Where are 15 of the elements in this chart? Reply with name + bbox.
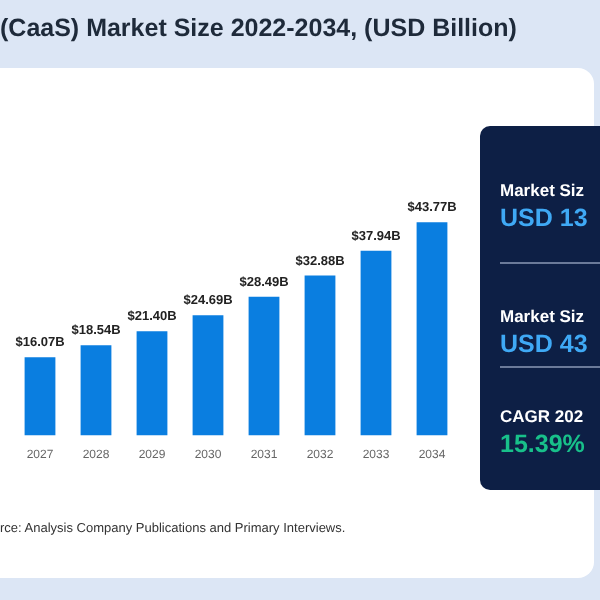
bar — [248, 296, 280, 436]
text: CAGR 202 — [500, 406, 584, 426]
text: USD 13 — [500, 204, 588, 232]
bar — [24, 357, 56, 436]
bar — [136, 331, 168, 436]
bar — [304, 275, 336, 436]
text: USD 43 — [500, 330, 588, 358]
bar — [416, 222, 448, 436]
bar — [192, 315, 224, 436]
text: Market Siz — [500, 180, 585, 200]
text: Market Siz — [500, 306, 585, 326]
bar — [360, 250, 392, 436]
bar — [80, 345, 112, 436]
text: 15.39% — [500, 430, 585, 458]
chart-title: (CaaS) Market Size 2022-2034, (USD Billion) — [0, 14, 517, 42]
